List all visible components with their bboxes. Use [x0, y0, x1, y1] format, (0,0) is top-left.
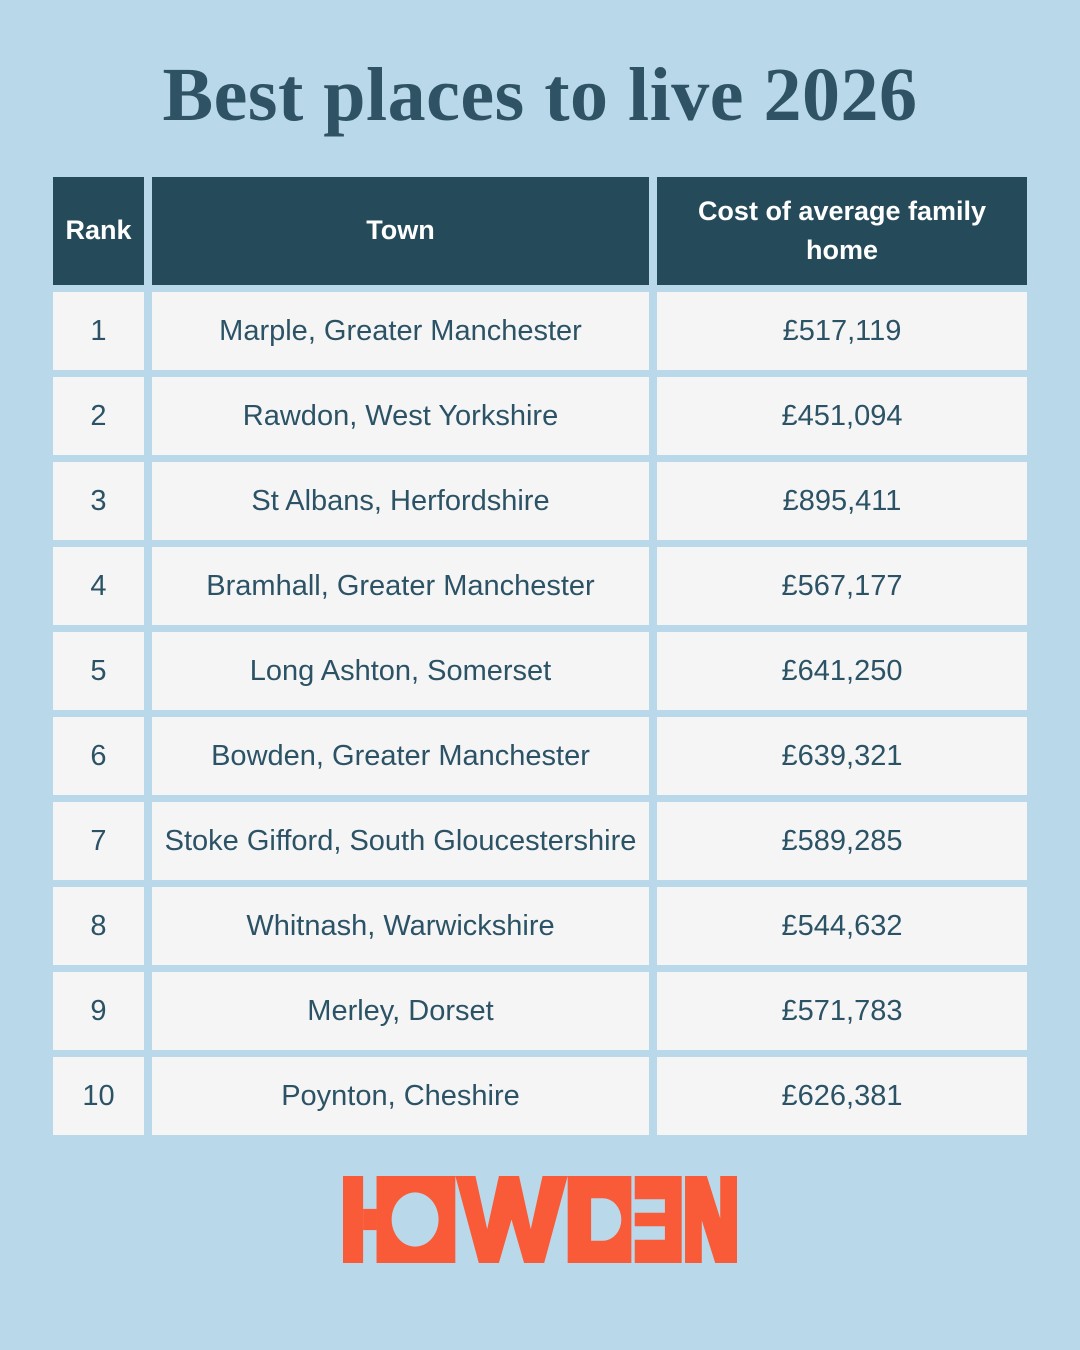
page-title: Best places to live 2026	[162, 53, 918, 137]
town-cell: Marple, Greater Manchester	[152, 292, 649, 370]
rank-cell: 10	[53, 1057, 144, 1135]
column-header-cost: Cost of average family home	[657, 177, 1027, 285]
cost-cell: £451,094	[657, 377, 1027, 455]
rank-cell: 2	[53, 377, 144, 455]
town-cell: St Albans, Herfordshire	[152, 462, 649, 540]
cost-cell: £639,321	[657, 717, 1027, 795]
best-places-table: Rank Town Cost of average family home 1 …	[53, 177, 1027, 1135]
column-header-town: Town	[152, 177, 649, 285]
town-cell: Long Ashton, Somerset	[152, 632, 649, 710]
cost-cell: £517,119	[657, 292, 1027, 370]
town-cell: Poynton, Cheshire	[152, 1057, 649, 1135]
town-cell: Merley, Dorset	[152, 972, 649, 1050]
rank-cell: 4	[53, 547, 144, 625]
town-cell: Rawdon, West Yorkshire	[152, 377, 649, 455]
cost-cell: £641,250	[657, 632, 1027, 710]
town-cell: Whitnash, Warwickshire	[152, 887, 649, 965]
cost-cell: £895,411	[657, 462, 1027, 540]
howden-logo-icon	[343, 1176, 737, 1263]
rank-cell: 5	[53, 632, 144, 710]
cost-cell: £571,783	[657, 972, 1027, 1050]
howden-logo	[343, 1176, 737, 1263]
rank-cell: 1	[53, 292, 144, 370]
rank-cell: 7	[53, 802, 144, 880]
column-header-rank: Rank	[53, 177, 144, 285]
cost-cell: £626,381	[657, 1057, 1027, 1135]
town-cell: Bowden, Greater Manchester	[152, 717, 649, 795]
town-cell: Bramhall, Greater Manchester	[152, 547, 649, 625]
cost-cell: £589,285	[657, 802, 1027, 880]
cost-cell: £544,632	[657, 887, 1027, 965]
cost-cell: £567,177	[657, 547, 1027, 625]
rank-cell: 8	[53, 887, 144, 965]
town-cell: Stoke Gifford, South Gloucestershire	[152, 802, 649, 880]
rank-cell: 3	[53, 462, 144, 540]
rank-cell: 6	[53, 717, 144, 795]
rank-cell: 9	[53, 972, 144, 1050]
